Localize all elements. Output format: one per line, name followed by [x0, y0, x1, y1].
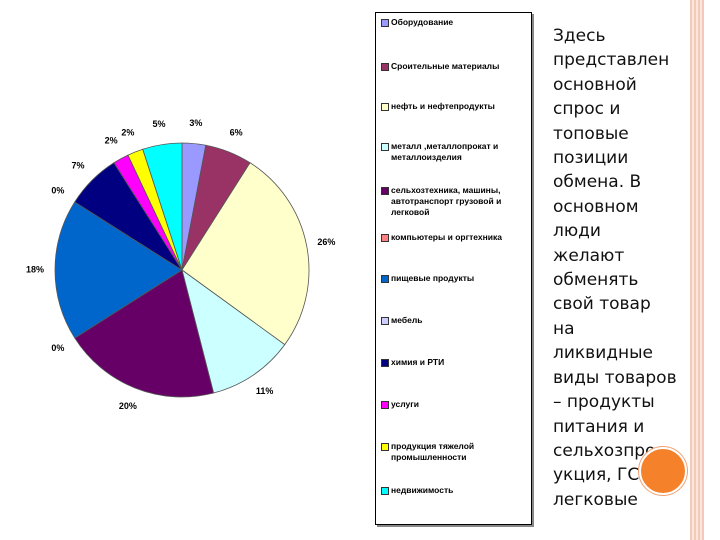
legend-swatch	[381, 103, 389, 111]
value-label: 2%	[121, 128, 134, 138]
decor-stripe	[690, 0, 704, 540]
legend-swatch	[381, 359, 389, 367]
legend-swatch	[381, 19, 389, 27]
legend-swatch	[381, 443, 389, 451]
legend-item: продукция тяжелой промышленности	[381, 441, 529, 463]
legend-label: пищевые продукты	[391, 273, 475, 283]
decor-circle	[639, 447, 687, 495]
legend-swatch	[381, 63, 389, 71]
pie-slice	[54, 201, 183, 339]
legend-label: компьютеры и оргтехника	[391, 232, 502, 242]
legend-label: недвижимость	[391, 485, 454, 495]
legend: Оборудование Сроительные материалы нефть и…	[375, 12, 532, 525]
legend-item: химия и РТИ	[381, 357, 529, 368]
value-label: 7%	[72, 160, 85, 170]
legend-swatch	[381, 275, 389, 283]
legend-swatch	[381, 401, 389, 409]
legend-item: услуги	[381, 399, 529, 410]
legend-label: услуги	[391, 399, 420, 409]
legend-item: мебель	[381, 315, 529, 326]
value-label: 6%	[230, 128, 243, 138]
legend-item: компьютеры и оргтехника	[381, 232, 529, 243]
legend-label: Оборудование	[391, 17, 454, 27]
legend-label: Сроительные материалы	[391, 61, 500, 71]
value-label: 20%	[119, 401, 137, 411]
legend-label: металл ,металлопрокат и металлоизделия	[391, 141, 499, 162]
value-label: 2%	[105, 136, 118, 146]
legend-label: мебель	[391, 315, 423, 325]
value-label: 0%	[51, 343, 64, 353]
legend-swatch	[381, 317, 389, 325]
legend-item: Оборудование	[381, 17, 529, 28]
legend-label: химия и РТИ	[391, 357, 445, 367]
value-label: 5%	[152, 119, 165, 129]
legend-label: нефть и нефтепродукты	[391, 101, 495, 111]
value-label: 18%	[26, 264, 44, 274]
legend-item: сельхозтехника, машины, автотранспорт гр…	[381, 185, 529, 218]
value-label: 0%	[51, 186, 64, 196]
legend-swatch	[381, 143, 389, 151]
legend-item: Сроительные материалы	[381, 61, 529, 72]
pie-slice	[181, 162, 310, 346]
legend-label: сельхозтехника, машины, автотранспорт гр…	[391, 185, 502, 217]
slide-text: Здесь представлен основной спрос и топов…	[553, 26, 677, 510]
pie-slice	[181, 269, 286, 394]
legend-item: нефть и нефтепродукты	[381, 101, 529, 112]
legend-item: недвижимость	[381, 485, 529, 496]
legend-item: пищевые продукты	[381, 273, 529, 284]
pie-slice	[142, 142, 183, 271]
legend-item: металл ,металлопрокат и металлоизделия	[381, 141, 529, 163]
value-label: 3%	[189, 118, 202, 128]
value-label: 11%	[256, 386, 274, 396]
legend-swatch	[381, 187, 389, 195]
pie-slice	[74, 269, 215, 398]
legend-label: продукция тяжелой промышленности	[391, 441, 475, 462]
value-label: 26%	[317, 237, 335, 247]
legend-swatch	[381, 234, 389, 242]
legend-swatch	[381, 487, 389, 495]
